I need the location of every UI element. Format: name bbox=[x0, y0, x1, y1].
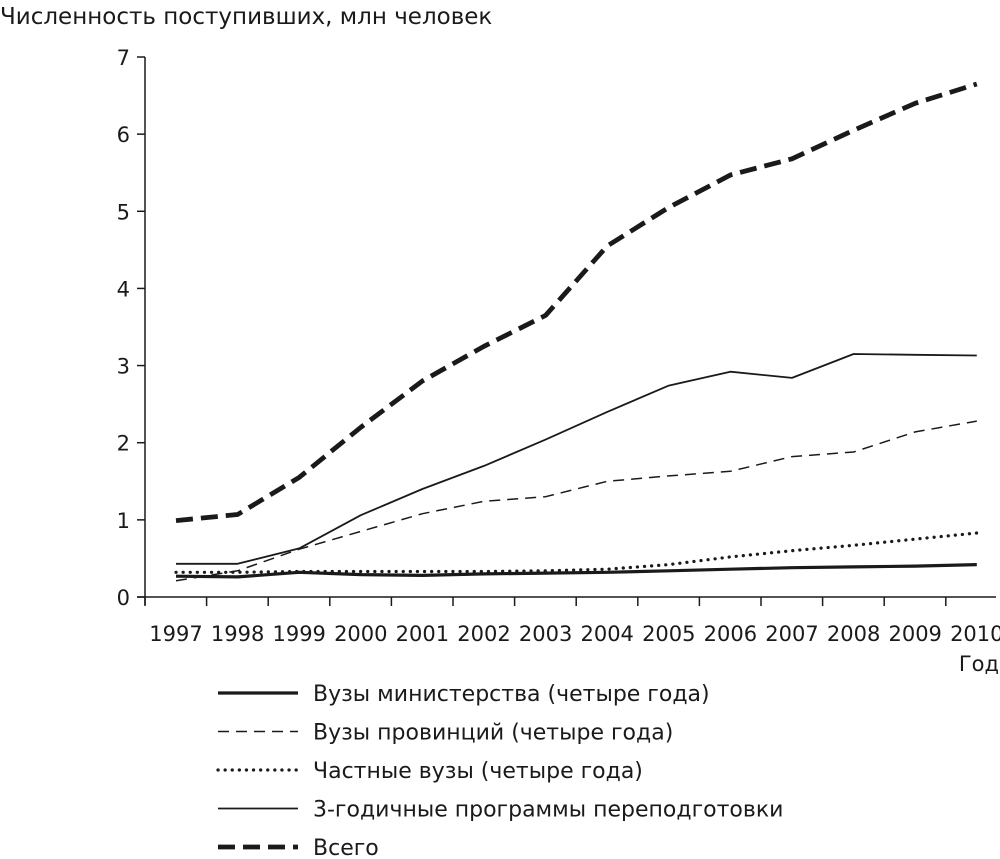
y-tick-label: 0 bbox=[117, 586, 130, 610]
x-tick-label: 1999 bbox=[272, 622, 325, 646]
y-ticks: 0 1 2 3 4 5 6 7 bbox=[117, 46, 145, 610]
y-tick-label: 4 bbox=[117, 277, 130, 301]
legend-label-3: Частные вузы (четыре года) bbox=[313, 759, 643, 784]
y-tick-label: 2 bbox=[117, 432, 130, 456]
series-line-2 bbox=[175, 420, 977, 582]
axes bbox=[137, 57, 996, 605]
y-tick-label: 7 bbox=[117, 46, 130, 70]
x-tick-label: 2004 bbox=[580, 622, 633, 646]
series-line-1 bbox=[175, 563, 977, 579]
x-tick-label: 2008 bbox=[827, 622, 880, 646]
x-tick-label: 2007 bbox=[765, 622, 818, 646]
series-line-5 bbox=[175, 81, 978, 523]
legend: Вузы министерства (четыре года) Вузы пров… bbox=[216, 682, 783, 859]
x-tick-label: 1997 bbox=[149, 622, 202, 646]
legend-label-5: Всего bbox=[313, 836, 379, 859]
x-tick-label: 2001 bbox=[396, 622, 449, 646]
x-tick-label: 2002 bbox=[457, 622, 510, 646]
y-axis-label: Численность поступивших, млн человек bbox=[0, 4, 492, 30]
y-tick-label: 3 bbox=[117, 355, 130, 379]
x-tick-label: 2006 bbox=[704, 622, 757, 646]
series-line-4 bbox=[176, 353, 977, 565]
y-tick-label: 5 bbox=[117, 200, 130, 224]
y-tick-label: 1 bbox=[117, 509, 130, 533]
legend-label-1: Вузы министерства (четыре года) bbox=[313, 682, 710, 707]
legend-label-2: Вузы провинций (четыре года) bbox=[313, 721, 673, 746]
legend-label-4: 3-годичные программы переподготовки bbox=[313, 798, 783, 823]
x-tick-label: 2005 bbox=[642, 622, 695, 646]
x-ticks: 1997 1998 1999 2000 2001 2002 2003 2004 2005 2006… bbox=[144, 597, 1000, 646]
x-axis-label: Год bbox=[959, 652, 999, 676]
series-lines bbox=[174, 81, 979, 582]
y-tick-label: 6 bbox=[117, 123, 130, 147]
x-tick-label: 2000 bbox=[334, 622, 387, 646]
series-line-3 bbox=[174, 531, 979, 574]
x-tick-label: 2009 bbox=[888, 622, 941, 646]
x-tick-label: 1998 bbox=[211, 622, 264, 646]
x-tick-label: 2003 bbox=[519, 622, 572, 646]
x-tick-label: 2010 bbox=[950, 622, 1000, 646]
